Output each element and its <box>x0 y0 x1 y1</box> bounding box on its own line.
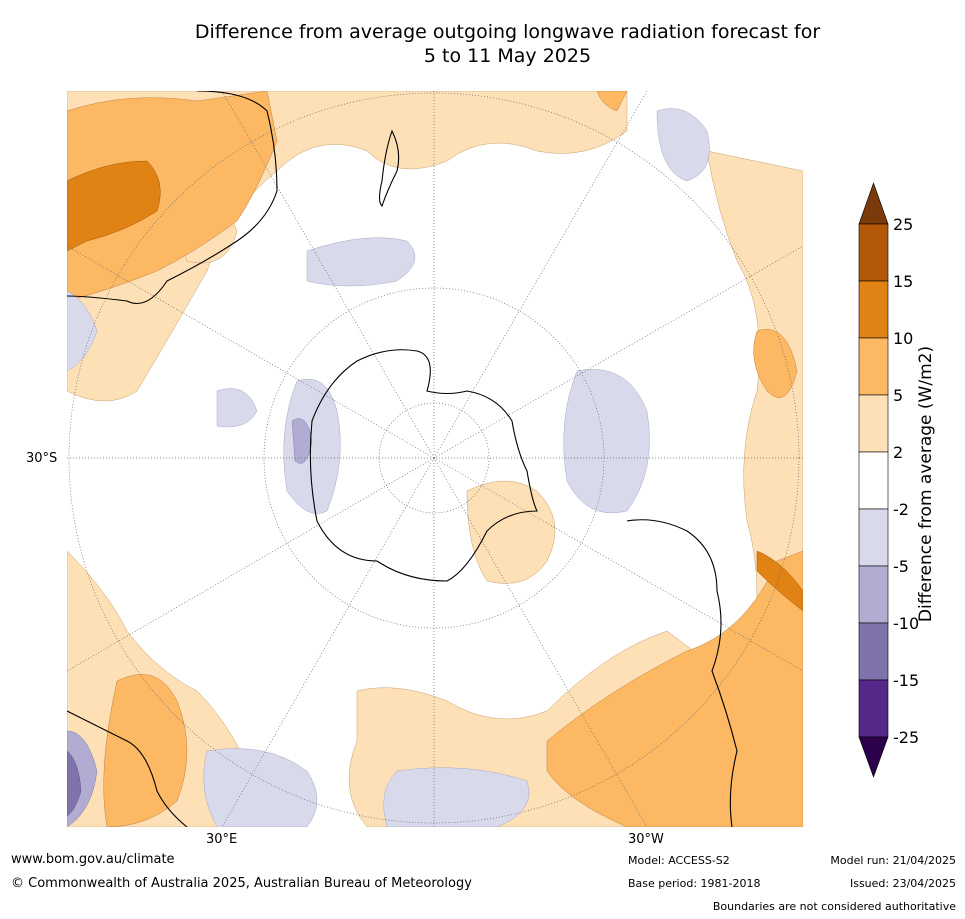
colorbar-tick-label: 15 <box>893 272 913 291</box>
colorbar-tick-label: -15 <box>893 671 919 690</box>
copyright-text: © Commonwealth of Australia 2025, Austra… <box>11 876 472 891</box>
disclaimer-text: Boundaries are not considered authoritat… <box>712 900 956 913</box>
lat-label-30s: 30°S <box>26 451 58 466</box>
colorbar-band <box>858 223 889 282</box>
colorbar-label: Difference from average (W/m2) <box>916 345 936 623</box>
anomaly-5-10-regions <box>67 91 803 827</box>
south-america-coast <box>626 519 738 827</box>
colorbar-tick-label: 2 <box>893 443 903 462</box>
colorbar-tick-label: -2 <box>893 500 909 519</box>
model-run-text: Model run: 21/04/2025 <box>830 854 956 867</box>
issued-text: Issued: 23/04/2025 <box>849 877 956 890</box>
anomaly-neg2-neg5-regions <box>67 108 710 827</box>
anomaly-10-15-regions <box>67 160 803 612</box>
colorbar-band <box>858 508 889 567</box>
colorbar-extend-bottom <box>858 736 889 778</box>
antarctica-coast <box>309 349 538 582</box>
colorbar-band <box>858 394 889 453</box>
colorbar-band <box>858 280 889 339</box>
anomaly-neg10-neg15-regions <box>67 750 82 817</box>
colorbar-band <box>858 337 889 396</box>
graticule <box>67 91 803 827</box>
chart-title: Difference from average outgoing longwav… <box>0 20 965 68</box>
colorbar-band <box>858 451 889 510</box>
colorbar-band <box>858 679 889 738</box>
africa-coast <box>67 710 188 827</box>
website-link[interactable]: www.bom.gov.au/climate <box>11 852 175 867</box>
new-zealand-coast <box>378 129 400 208</box>
colorbar-tick-label: -10 <box>893 614 919 633</box>
base-period-text: Base period: 1981-2018 <box>628 877 761 890</box>
australia-coast <box>67 91 278 305</box>
colorbar-tick-label: -5 <box>893 557 909 576</box>
colorbar-band <box>858 622 889 681</box>
lon-label-30w: 30°W <box>628 832 664 847</box>
colorbar-tick-label: 10 <box>893 329 913 348</box>
colorbar-tick-label: 5 <box>893 386 903 405</box>
lon-label-30e: 30°E <box>206 832 238 847</box>
colorbar-extend-top <box>858 182 889 225</box>
polar-anomaly-map <box>67 91 803 827</box>
colorbar: 25 15 10 5 2 -2 -5 -10 -15 -25 <box>858 182 919 778</box>
model-text: Model: ACCESS-S2 <box>628 854 730 867</box>
colorbar-tick-label: -25 <box>893 728 919 747</box>
colorbar-band <box>858 565 889 624</box>
colorbar-tick-label: 25 <box>893 215 913 234</box>
coastlines <box>67 91 738 827</box>
title-line-1: Difference from average outgoing longwav… <box>194 21 821 43</box>
title-line-2: 5 to 11 May 2025 <box>423 45 592 67</box>
